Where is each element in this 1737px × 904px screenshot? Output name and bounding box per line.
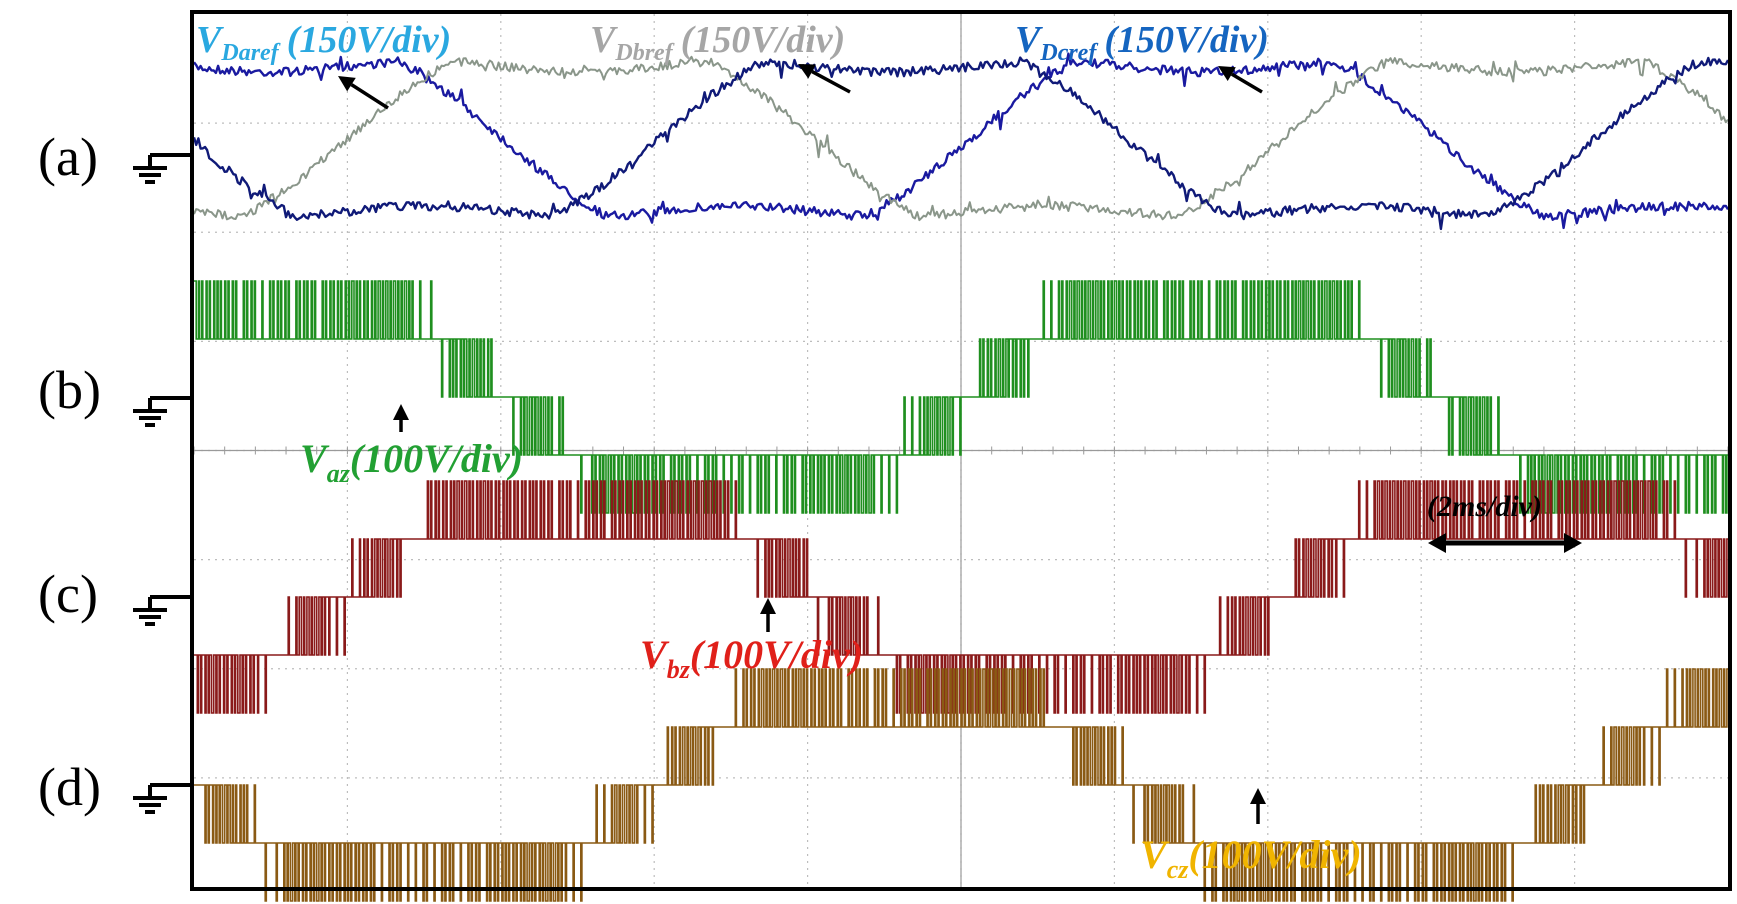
label-vcz-sub: cz bbox=[1167, 855, 1190, 884]
label-vdbref-main: V bbox=[590, 19, 618, 61]
ground-icon bbox=[133, 595, 192, 626]
label-arrow bbox=[798, 64, 851, 94]
label-vbz-main: V bbox=[640, 632, 670, 677]
label-vcz-main: V bbox=[1140, 832, 1170, 877]
panel-label-a: (a) bbox=[38, 127, 98, 187]
ground-markers bbox=[133, 153, 192, 814]
label-vaz: Vaz(100V/div) bbox=[300, 436, 523, 488]
label-arrows bbox=[338, 64, 1266, 824]
label-vdcref-scale: (150V/div) bbox=[1104, 19, 1269, 61]
label-arrow bbox=[338, 76, 389, 110]
label-vbz-sub: bz bbox=[667, 655, 691, 684]
label-vcz: Vcz(100V/div) bbox=[1140, 832, 1362, 884]
label-arrow bbox=[393, 404, 409, 432]
label-vaz-main: V bbox=[300, 436, 330, 481]
trace-v-dbref bbox=[193, 55, 1729, 222]
panel-label-c: (c) bbox=[38, 564, 98, 624]
label-vdcref-sub: Dcref bbox=[1039, 40, 1098, 66]
ground-icon bbox=[133, 783, 192, 814]
label-arrow bbox=[1218, 66, 1263, 94]
label-vdbref-sub: Dbref bbox=[614, 40, 674, 66]
scope-frame bbox=[190, 10, 1732, 891]
label-vaz-scale: (100V/div) bbox=[350, 436, 523, 481]
label-vaz-sub: az bbox=[327, 459, 351, 488]
trace-v-az bbox=[194, 280, 1728, 514]
label-vdaref-sub: Daref bbox=[220, 40, 280, 66]
panel-label-b: (b) bbox=[38, 360, 101, 420]
trace-v-bz bbox=[194, 480, 1728, 714]
label-vbz-scale: (100V/div) bbox=[690, 632, 863, 677]
label-vdaref-main: V bbox=[196, 19, 224, 61]
trace-v-cz bbox=[194, 668, 1728, 902]
trace-v-daref bbox=[193, 52, 1730, 230]
time-scale-arrow bbox=[1428, 533, 1582, 553]
label-vdcref: VDcref (150V/div) bbox=[1015, 19, 1269, 66]
label-vbz: Vbz(100V/div) bbox=[640, 632, 863, 684]
label-vdaref-scale: (150V/div) bbox=[287, 19, 452, 61]
label-vdaref: VDaref (150V/div) bbox=[196, 19, 451, 66]
scope-traces bbox=[192, 52, 1730, 902]
label-vdbref-scale: (150V/div) bbox=[681, 19, 846, 61]
label-vdcref-main: V bbox=[1015, 19, 1043, 61]
label-vcz-scale: (100V/div) bbox=[1188, 832, 1361, 877]
trace-v-dcref bbox=[192, 56, 1730, 231]
ground-icon bbox=[133, 396, 192, 427]
label-arrow bbox=[760, 598, 776, 632]
label-vdbref: VDbref (150V/div) bbox=[590, 19, 845, 66]
time-scale-label: (2ms/div) bbox=[1427, 490, 1542, 523]
ground-icon bbox=[133, 153, 192, 184]
label-arrow bbox=[1250, 788, 1266, 824]
panel-label-d: (d) bbox=[38, 757, 101, 817]
